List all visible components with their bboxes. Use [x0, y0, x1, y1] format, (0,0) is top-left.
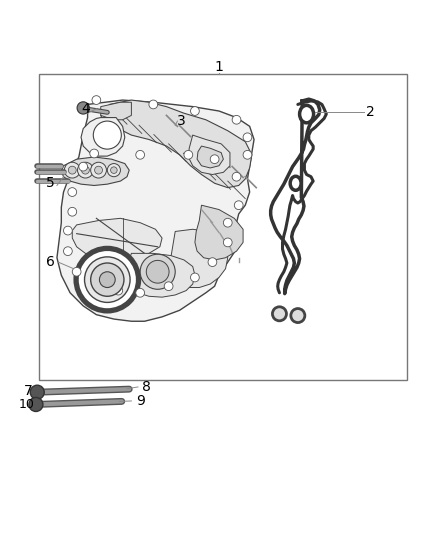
Text: 1: 1	[215, 60, 223, 74]
Circle shape	[77, 102, 89, 114]
Polygon shape	[101, 100, 252, 188]
Circle shape	[64, 162, 80, 178]
Circle shape	[210, 155, 219, 164]
Circle shape	[232, 115, 241, 124]
Polygon shape	[170, 229, 228, 287]
Polygon shape	[101, 102, 131, 120]
Circle shape	[79, 162, 88, 171]
Circle shape	[90, 149, 99, 158]
Circle shape	[184, 150, 193, 159]
Bar	[39, 74, 407, 381]
Circle shape	[72, 268, 81, 276]
Circle shape	[114, 286, 123, 295]
Circle shape	[107, 164, 120, 177]
Polygon shape	[188, 135, 230, 174]
Text: 2: 2	[366, 106, 374, 119]
Circle shape	[85, 257, 130, 302]
Text: 7: 7	[24, 384, 33, 398]
Circle shape	[95, 166, 102, 174]
Circle shape	[64, 226, 72, 235]
Circle shape	[81, 166, 89, 174]
Polygon shape	[72, 219, 162, 260]
Circle shape	[223, 238, 232, 247]
Ellipse shape	[300, 106, 314, 123]
Circle shape	[30, 385, 44, 399]
Text: 10: 10	[18, 398, 34, 411]
Circle shape	[164, 282, 173, 290]
Circle shape	[208, 258, 217, 266]
Circle shape	[78, 162, 93, 178]
Polygon shape	[125, 253, 195, 297]
Circle shape	[232, 172, 241, 181]
Text: 3: 3	[177, 114, 186, 128]
Text: 5: 5	[46, 176, 55, 190]
Polygon shape	[61, 157, 129, 185]
Circle shape	[68, 166, 76, 174]
Circle shape	[146, 260, 169, 283]
Circle shape	[74, 247, 140, 312]
Circle shape	[140, 254, 175, 289]
Text: 6: 6	[46, 255, 55, 269]
Circle shape	[243, 133, 252, 142]
Text: 8: 8	[142, 380, 151, 394]
Circle shape	[191, 273, 199, 282]
Circle shape	[93, 121, 121, 149]
Circle shape	[91, 162, 106, 178]
Circle shape	[64, 247, 72, 255]
Polygon shape	[197, 146, 223, 168]
Circle shape	[92, 280, 101, 288]
Ellipse shape	[290, 176, 301, 190]
Circle shape	[29, 398, 43, 411]
Circle shape	[234, 201, 243, 209]
Circle shape	[68, 188, 77, 197]
Circle shape	[110, 167, 117, 173]
Circle shape	[99, 272, 115, 287]
Circle shape	[91, 263, 124, 296]
Text: 4: 4	[81, 102, 90, 116]
Circle shape	[92, 96, 101, 104]
Polygon shape	[195, 205, 243, 260]
Circle shape	[136, 150, 145, 159]
Circle shape	[136, 288, 145, 297]
Polygon shape	[57, 100, 254, 321]
Circle shape	[191, 107, 199, 115]
Circle shape	[68, 207, 77, 216]
Text: 9: 9	[136, 394, 145, 408]
Circle shape	[291, 309, 305, 322]
Circle shape	[243, 150, 252, 159]
Circle shape	[149, 100, 158, 109]
Polygon shape	[81, 118, 125, 156]
Circle shape	[223, 219, 232, 227]
Circle shape	[272, 307, 286, 321]
